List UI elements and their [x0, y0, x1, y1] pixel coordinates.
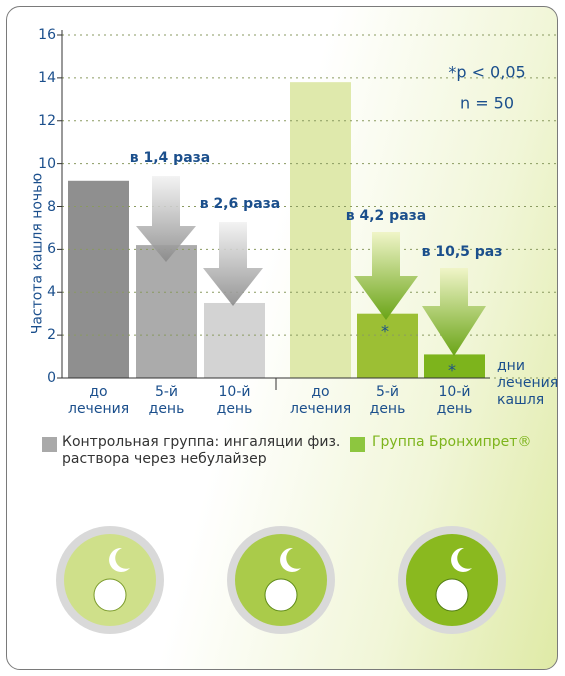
annotation: в 2,6 раза	[199, 196, 281, 212]
x-tick-label: 10-й день	[436, 384, 473, 417]
plot	[57, 30, 558, 379]
arrow	[136, 176, 196, 262]
arrows	[136, 176, 486, 356]
annotation: *	[381, 321, 389, 341]
moon	[280, 547, 301, 572]
x-tick-label: 5-й день	[369, 384, 406, 417]
y-tick-label: 8	[47, 198, 56, 215]
arrow	[422, 268, 486, 356]
bar	[68, 180, 129, 378]
face	[264, 578, 298, 612]
legend-label: Группа Бронхипрет®	[372, 434, 532, 450]
face	[435, 578, 469, 612]
y-tick-label: 6	[47, 241, 56, 258]
y-tick-label: 14	[38, 69, 56, 86]
x-tick-label: 5-й день	[148, 384, 185, 417]
annotation: в 1,4 раза	[129, 150, 211, 166]
annotation: в 10,5 раз	[421, 244, 503, 260]
x-tick-label: 10-й день	[216, 384, 253, 417]
arrow	[354, 232, 418, 320]
y-tick-label: 2	[47, 327, 56, 344]
x-tick-label: до лечения	[290, 384, 352, 417]
legend-swatch	[350, 437, 365, 452]
annotation: n = 50	[459, 93, 515, 113]
y-tick-label: 4	[47, 284, 56, 301]
y-tick-label: 16	[38, 27, 56, 43]
legend-swatch	[42, 437, 57, 452]
bar	[424, 354, 485, 378]
y-tick-label: 0	[47, 370, 56, 386]
bar	[290, 82, 351, 378]
moon	[109, 547, 130, 572]
x-tick-label: до лечения	[68, 384, 130, 417]
legend-label: Контрольная группа: ингаляции физ. раств…	[62, 434, 341, 467]
moon	[451, 547, 472, 572]
arrow	[203, 222, 263, 306]
bar	[357, 313, 418, 378]
bar	[136, 245, 197, 378]
icons	[56, 526, 506, 634]
face	[93, 578, 127, 612]
annotation: в 4,2 раза	[345, 208, 427, 224]
x-axis-label: дни лечения кашля	[497, 358, 559, 408]
y-tick-label: 10	[38, 155, 56, 172]
annotation: *	[448, 360, 456, 380]
y-tick-label: 12	[38, 112, 56, 129]
annotation: *p < 0,05	[448, 62, 526, 82]
bar	[204, 302, 265, 378]
